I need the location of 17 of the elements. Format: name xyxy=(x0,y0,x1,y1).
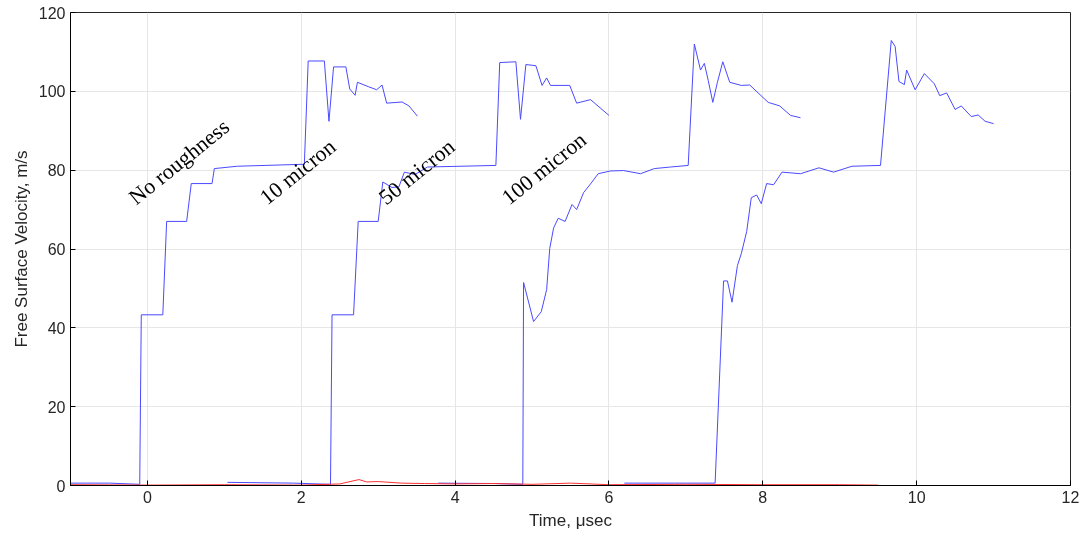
y-tick-label: 120 xyxy=(38,4,66,22)
y-tick-label: 60 xyxy=(47,241,66,258)
x-tick-label: 4 xyxy=(450,488,460,506)
x-tick-label: 10 xyxy=(907,488,926,506)
x-tick-label: 6 xyxy=(604,488,614,506)
x-tick-label: 12 xyxy=(1061,488,1080,506)
x-tick-label: 2 xyxy=(296,488,306,506)
y-tick-label: 0 xyxy=(56,477,66,495)
y-tick-label: 100 xyxy=(38,83,66,101)
x-tick-label: 0 xyxy=(142,488,152,506)
line-series xyxy=(623,39,995,484)
y-tick-label: 40 xyxy=(47,319,66,337)
x-axis-title: Time, μsec xyxy=(529,510,613,530)
y-tick-label: 20 xyxy=(47,398,66,416)
y-tick-label: 80 xyxy=(47,162,66,180)
y-axis-title: Free Surface Velocity, m/s xyxy=(11,150,31,348)
x-tick-label: 8 xyxy=(758,488,768,506)
